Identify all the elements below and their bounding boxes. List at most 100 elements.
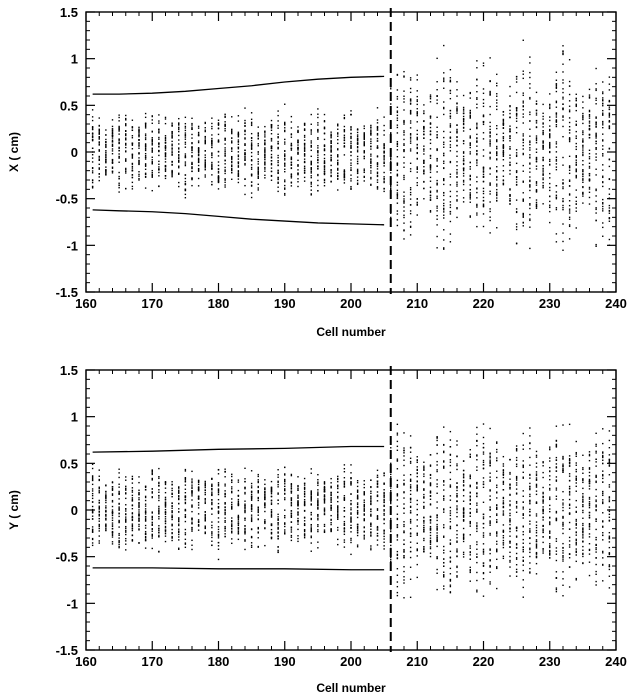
data-point	[409, 532, 412, 534]
data-point	[416, 129, 418, 132]
data-point	[535, 189, 538, 192]
data-point	[91, 139, 94, 142]
data-point	[277, 531, 279, 533]
data-point	[91, 186, 94, 188]
data-point	[184, 134, 187, 136]
data-point	[310, 185, 312, 188]
data-point	[297, 185, 299, 188]
data-point	[250, 519, 253, 521]
data-point	[529, 71, 531, 74]
data-point	[337, 169, 339, 171]
data-point	[224, 138, 226, 140]
data-point	[250, 146, 253, 148]
data-point	[476, 164, 478, 167]
data-point	[595, 219, 597, 222]
x-tick-label: 220	[473, 296, 495, 311]
data-point	[277, 148, 279, 150]
data-point	[343, 527, 346, 529]
data-point	[588, 174, 591, 177]
data-point	[284, 121, 286, 124]
data-point	[595, 117, 597, 119]
data-point	[224, 468, 226, 470]
data-point	[171, 169, 173, 172]
data-point	[151, 533, 153, 536]
data-point	[231, 164, 233, 166]
data-point	[264, 494, 266, 496]
data-point	[144, 499, 147, 502]
data-point	[237, 178, 240, 180]
data-point	[118, 539, 120, 542]
data-point	[423, 126, 425, 129]
data-point	[608, 112, 611, 114]
data-point	[443, 44, 445, 47]
data-point	[396, 149, 399, 151]
data-point	[383, 489, 385, 491]
data-point	[217, 124, 220, 126]
data-point	[542, 126, 544, 128]
data-point	[184, 546, 187, 549]
data-point	[396, 184, 399, 186]
data-point	[310, 163, 312, 166]
data-point	[376, 156, 379, 158]
data-point	[111, 137, 114, 139]
data-point	[224, 186, 226, 188]
data-point	[469, 111, 471, 113]
data-point	[423, 145, 425, 147]
data-point	[489, 143, 491, 145]
data-point	[98, 540, 100, 542]
data-point	[151, 516, 153, 518]
data-point	[396, 164, 399, 166]
data-point	[429, 211, 432, 213]
data-point	[502, 127, 505, 129]
data-point	[383, 474, 385, 477]
data-point	[602, 176, 604, 179]
data-point	[164, 153, 167, 155]
data-point	[125, 525, 127, 528]
data-point	[390, 187, 392, 190]
data-point	[204, 156, 206, 159]
data-point	[91, 172, 94, 174]
data-point	[403, 95, 405, 97]
data-point	[91, 161, 94, 163]
data-point	[297, 126, 299, 128]
data-point	[303, 165, 306, 168]
data-point	[290, 164, 293, 166]
data-point	[105, 525, 107, 527]
data-point	[191, 177, 193, 179]
data-point	[250, 166, 253, 169]
data-point	[582, 191, 584, 194]
data-point	[111, 160, 114, 162]
data-point	[164, 154, 167, 156]
data-point	[350, 128, 352, 130]
data-point	[317, 523, 319, 526]
data-point	[118, 139, 120, 141]
data-point	[370, 160, 372, 162]
data-point	[231, 481, 233, 484]
data-point	[409, 100, 412, 102]
data-point	[509, 105, 511, 108]
data-point	[151, 496, 153, 499]
data-point	[496, 185, 498, 187]
data-point	[237, 141, 240, 143]
data-point	[515, 117, 518, 120]
data-point	[284, 492, 286, 495]
data-point	[250, 143, 253, 146]
data-point	[343, 117, 346, 120]
data-point	[496, 127, 498, 130]
data-point	[158, 136, 160, 139]
data-point	[91, 492, 94, 495]
x-tick-label: 180	[208, 654, 230, 669]
data-point	[436, 207, 438, 209]
data-point	[237, 146, 240, 149]
data-point	[337, 167, 339, 170]
data-point	[330, 477, 332, 480]
data-point	[184, 495, 187, 498]
data-point	[151, 537, 153, 539]
data-point	[171, 515, 173, 518]
data-point	[416, 166, 418, 168]
data-point	[270, 133, 273, 135]
data-point	[111, 525, 114, 528]
data-point	[131, 119, 134, 121]
data-point	[509, 109, 511, 112]
data-point	[98, 138, 100, 140]
